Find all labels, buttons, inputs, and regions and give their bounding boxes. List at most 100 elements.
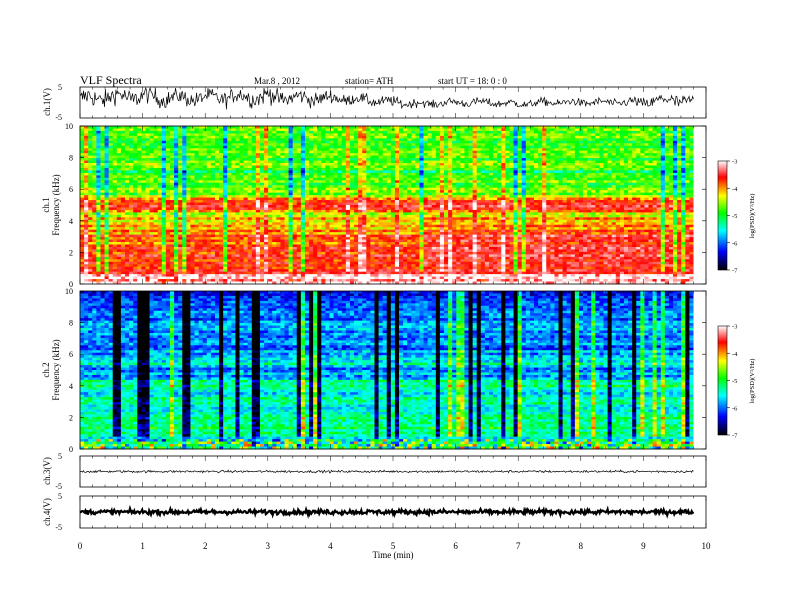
ch1-spec-cell bbox=[268, 177, 273, 181]
ch1-spec-cell bbox=[656, 192, 662, 196]
ch1-spec-cell bbox=[583, 197, 588, 201]
ch1-spec-cell bbox=[668, 158, 674, 161]
ch1-spec-cell bbox=[607, 172, 613, 176]
ch1-spec-cell bbox=[112, 140, 118, 144]
ch1-spec-cell bbox=[276, 133, 281, 137]
ch1-spec-cell bbox=[362, 160, 367, 164]
ch1-spec-cell bbox=[386, 200, 392, 203]
ch1-spec-cell bbox=[517, 135, 523, 139]
ch1-spec-cell bbox=[509, 140, 514, 144]
ch1-spec-cell bbox=[153, 130, 159, 134]
ch1-spec-cell bbox=[296, 175, 302, 179]
ch1-spec-cell bbox=[157, 163, 163, 166]
ch1-spec-cell bbox=[570, 182, 576, 186]
ch1-spec-cell bbox=[403, 175, 408, 179]
ch1-spec-cell bbox=[411, 200, 416, 203]
ch1-spec-cell bbox=[529, 165, 535, 169]
ch1-spec-cell bbox=[509, 175, 514, 179]
ch1-spec-cell bbox=[309, 197, 314, 201]
ch1-spec-cell bbox=[566, 187, 572, 191]
ch1-spec-cell bbox=[460, 177, 465, 181]
ch1-spec-cell bbox=[472, 170, 478, 174]
ch1-spec-cell bbox=[501, 126, 506, 129]
ch1-spec-cell bbox=[464, 200, 469, 203]
ch1-spec-cell bbox=[472, 192, 478, 196]
ch1-spec-cell bbox=[280, 138, 285, 142]
ch1-spec-cell bbox=[497, 155, 502, 159]
ch1-spec-cell bbox=[182, 135, 187, 139]
ch1-spec-cell bbox=[448, 200, 453, 203]
ch1-spec-cell bbox=[533, 180, 539, 184]
ch1-spec-cell bbox=[619, 167, 625, 171]
ch1-spec-cell bbox=[259, 170, 265, 174]
ch1-spec-cell bbox=[456, 160, 461, 164]
ch1-spec-cell bbox=[578, 130, 584, 134]
ch1-spec-cell bbox=[484, 160, 490, 164]
ch1-spec-cell bbox=[632, 138, 637, 142]
ch1-spec-cell bbox=[640, 163, 645, 166]
ch1-spec-cell bbox=[468, 197, 474, 201]
ch1-spec-cell bbox=[509, 195, 514, 198]
ch1-spec-cell bbox=[566, 158, 572, 161]
ch1-spec-cell bbox=[677, 133, 682, 137]
ch1-spec-cell bbox=[272, 155, 277, 159]
ch1-spec-cell bbox=[677, 200, 682, 203]
ch1-spec-cell bbox=[583, 135, 588, 139]
ch1-spec-cell bbox=[505, 165, 510, 169]
ch1-spec-cell bbox=[562, 182, 568, 186]
ch1-spec-cell bbox=[378, 170, 384, 174]
ch1-spec-cell bbox=[100, 182, 105, 186]
ch1-spec-cell bbox=[664, 143, 670, 147]
ch1-spec-cell bbox=[574, 165, 580, 169]
ch1-spec-cell bbox=[423, 165, 429, 169]
ch1-spec-cell bbox=[329, 175, 334, 179]
ch1-spec-cell bbox=[656, 160, 662, 164]
ch1-spec-cell bbox=[660, 205, 666, 208]
ch1-spec-cell bbox=[550, 205, 555, 208]
ch1-spec-cell bbox=[435, 205, 441, 208]
ch1-spec-cell bbox=[464, 126, 469, 129]
ch1-spec-cell bbox=[153, 140, 159, 144]
ch1-spec-cell bbox=[92, 177, 97, 181]
ch1-spec-cell bbox=[198, 190, 204, 194]
ch1-spec-cell bbox=[673, 160, 678, 164]
ch1-spec-cell bbox=[268, 190, 273, 194]
ch1-spec-cell bbox=[374, 126, 379, 129]
ch1-spec-cell bbox=[619, 163, 625, 166]
ch1-spec-cell bbox=[227, 205, 232, 208]
ch1-spec-cell bbox=[497, 140, 502, 144]
ch1-spec-cell bbox=[259, 128, 265, 132]
ch1-spec-cell bbox=[88, 200, 93, 203]
ch1-spec-cell bbox=[677, 135, 682, 139]
ch1-spec-cell bbox=[137, 130, 142, 134]
ch1-spec-cell bbox=[681, 177, 686, 181]
ch1-spec-cell bbox=[517, 148, 523, 152]
ch1-spec-cell bbox=[317, 192, 322, 196]
ch1-spec-cell bbox=[448, 135, 453, 139]
ch1-spec-cell bbox=[435, 165, 441, 169]
ch1-spec-cell bbox=[268, 155, 273, 159]
ch1-spec-cell bbox=[444, 145, 449, 149]
ch1-spec-cell bbox=[219, 128, 224, 132]
ch1-spec-cell bbox=[251, 155, 257, 159]
ch1-spec-cell bbox=[112, 182, 118, 186]
ch1-spec-cell bbox=[366, 158, 371, 161]
ch1-spec-cell bbox=[423, 130, 429, 134]
ch1-spec-cell bbox=[399, 205, 404, 208]
ch1-spec-cell bbox=[137, 145, 142, 149]
ch1-spec-cell bbox=[84, 160, 89, 164]
ch1-spec-cell bbox=[611, 202, 617, 206]
ch1-spec-cell bbox=[550, 185, 555, 189]
ch1-spec-cell bbox=[664, 182, 670, 186]
ch1-spec-cell bbox=[542, 170, 547, 174]
ch1-spec-cell bbox=[80, 165, 85, 169]
ch1-spec-cell bbox=[382, 145, 388, 149]
ch1-spec-cell bbox=[497, 145, 502, 149]
ch1-spec-cell bbox=[358, 202, 363, 206]
ch1-spec-cell bbox=[681, 133, 686, 137]
ch1-spec-cell bbox=[439, 135, 445, 139]
ch1-spec-cell bbox=[484, 145, 490, 149]
ch1-spec-cell bbox=[206, 145, 212, 149]
ch1-spec-cell bbox=[174, 200, 179, 203]
ch1-spec-cell bbox=[689, 200, 694, 203]
